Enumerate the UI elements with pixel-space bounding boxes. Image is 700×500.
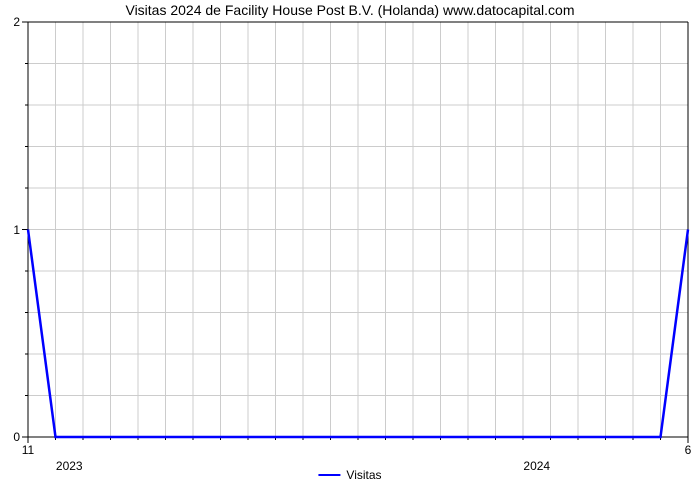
x-corner-left: 11 <box>22 443 34 457</box>
legend: Visitas <box>318 468 381 482</box>
legend-label: Visitas <box>346 468 381 482</box>
x-major-label: 2024 <box>523 459 550 473</box>
y-tick-label: 0 <box>13 430 20 444</box>
chart-container: Visitas 2024 de Facility House Post B.V.… <box>0 0 700 500</box>
y-tick-label: 1 <box>13 223 20 237</box>
x-corner-right: 6 <box>685 443 692 457</box>
y-tick-label: 2 <box>13 15 20 29</box>
legend-line <box>318 474 340 476</box>
x-major-label: 2023 <box>56 459 83 473</box>
chart-title: Visitas 2024 de Facility House Post B.V.… <box>0 2 700 18</box>
plot-svg <box>28 22 688 437</box>
plot-area <box>28 22 688 437</box>
